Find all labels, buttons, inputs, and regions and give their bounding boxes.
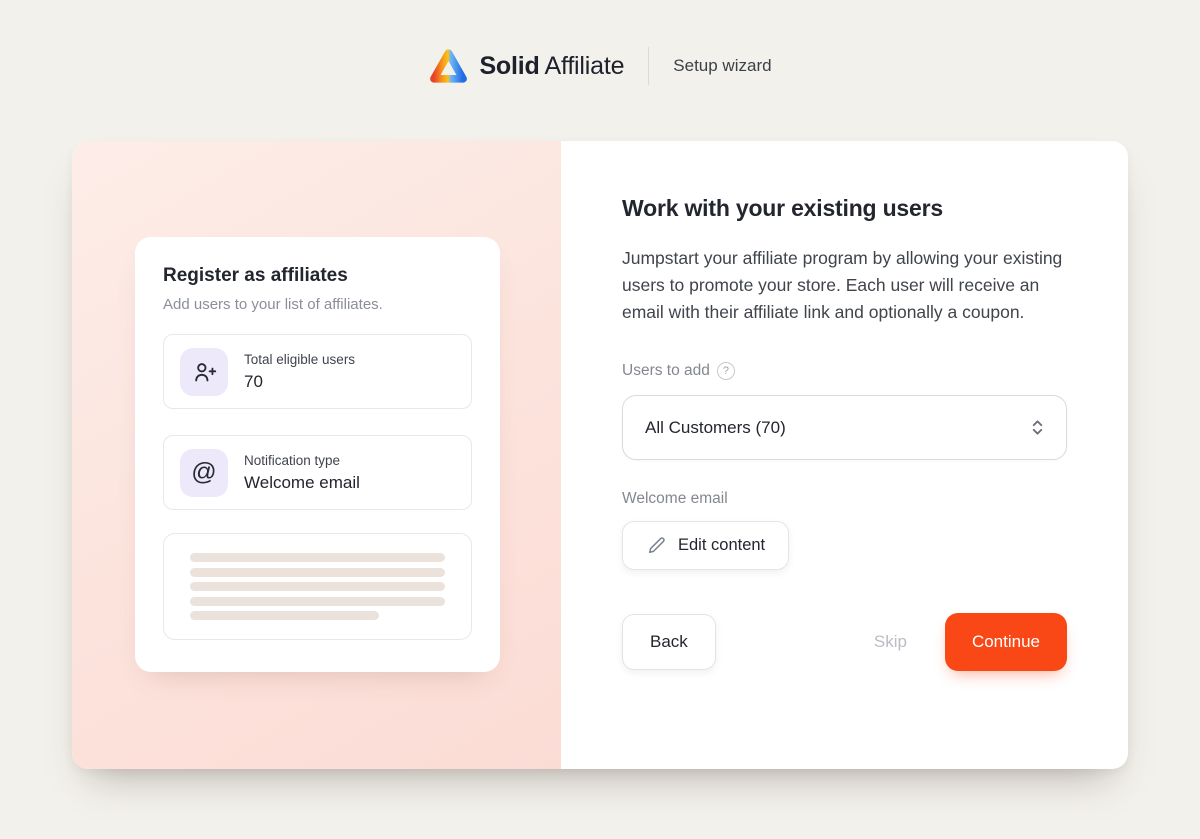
stat-text: Total eligible users 70	[244, 352, 355, 392]
setup-wizard-card: Register as affiliates Add users to your…	[72, 141, 1128, 769]
preview-title: Register as affiliates	[163, 265, 348, 286]
users-to-add-label-row: Users to add ?	[622, 362, 1067, 380]
brand-logo: Solid Affiliate	[428, 47, 624, 85]
setup-wizard-label: Setup wizard	[673, 56, 772, 75]
brand-name-regular: Affiliate	[544, 51, 625, 80]
continue-button[interactable]: Continue	[944, 613, 1067, 671]
skeleton-bar	[190, 582, 445, 591]
stat-label: Total eligible users	[244, 351, 356, 367]
skeleton-bar	[190, 553, 445, 562]
back-button[interactable]: Back	[622, 614, 716, 670]
stat-label: Notification type	[244, 452, 341, 468]
page-title: Work with your existing users	[622, 195, 943, 221]
skip-link[interactable]: Skip	[873, 632, 907, 651]
register-preview-card: Register as affiliates Add users to your…	[135, 237, 500, 672]
at-sign-icon: @	[180, 448, 228, 497]
page-description: Jumpstart your affiliate program by allo…	[622, 248, 1063, 322]
wizard-actions: Back Skip Continue	[622, 613, 1067, 671]
stat-row-notification-type: @ Notification type Welcome email	[163, 435, 472, 510]
pencil-icon	[648, 537, 665, 554]
skeleton-bar	[190, 567, 445, 577]
skeleton-bar	[190, 611, 379, 620]
user-plus-icon	[180, 347, 228, 396]
edit-content-label: Edit content	[678, 536, 766, 554]
at-sign-glyph: @	[191, 458, 217, 486]
illustration-panel: Register as affiliates Add users to your…	[72, 141, 561, 769]
help-icon[interactable]: ?	[716, 362, 735, 380]
skeleton-bar	[190, 596, 445, 606]
stat-text: Notification type Welcome email	[244, 453, 360, 493]
users-to-add-label: Users to add	[622, 362, 710, 379]
users-to-add-select[interactable]: All Customers (70)	[622, 395, 1067, 460]
header-divider	[648, 47, 650, 85]
brand-name-bold: Solid	[479, 51, 540, 80]
stat-value: Welcome email	[244, 472, 360, 492]
stat-value: 70	[244, 371, 263, 391]
stat-row-eligible-users: Total eligible users 70	[163, 334, 472, 409]
wizard-step-panel: Work with your existing users Jumpstart …	[561, 141, 1128, 769]
header: Solid Affiliate Setup wizard	[0, 0, 1200, 86]
users-to-add-selected-value: All Customers (70)	[645, 417, 786, 437]
brand-triangle-icon	[430, 49, 468, 83]
welcome-email-label: Welcome email	[622, 490, 728, 507]
skeleton-text-card	[163, 533, 472, 640]
preview-subtitle: Add users to your list of affiliates.	[163, 296, 383, 313]
brand-name: Solid Affiliate	[479, 52, 624, 81]
chevron-up-down-icon	[1032, 420, 1043, 435]
edit-content-button[interactable]: Edit content	[622, 521, 790, 570]
